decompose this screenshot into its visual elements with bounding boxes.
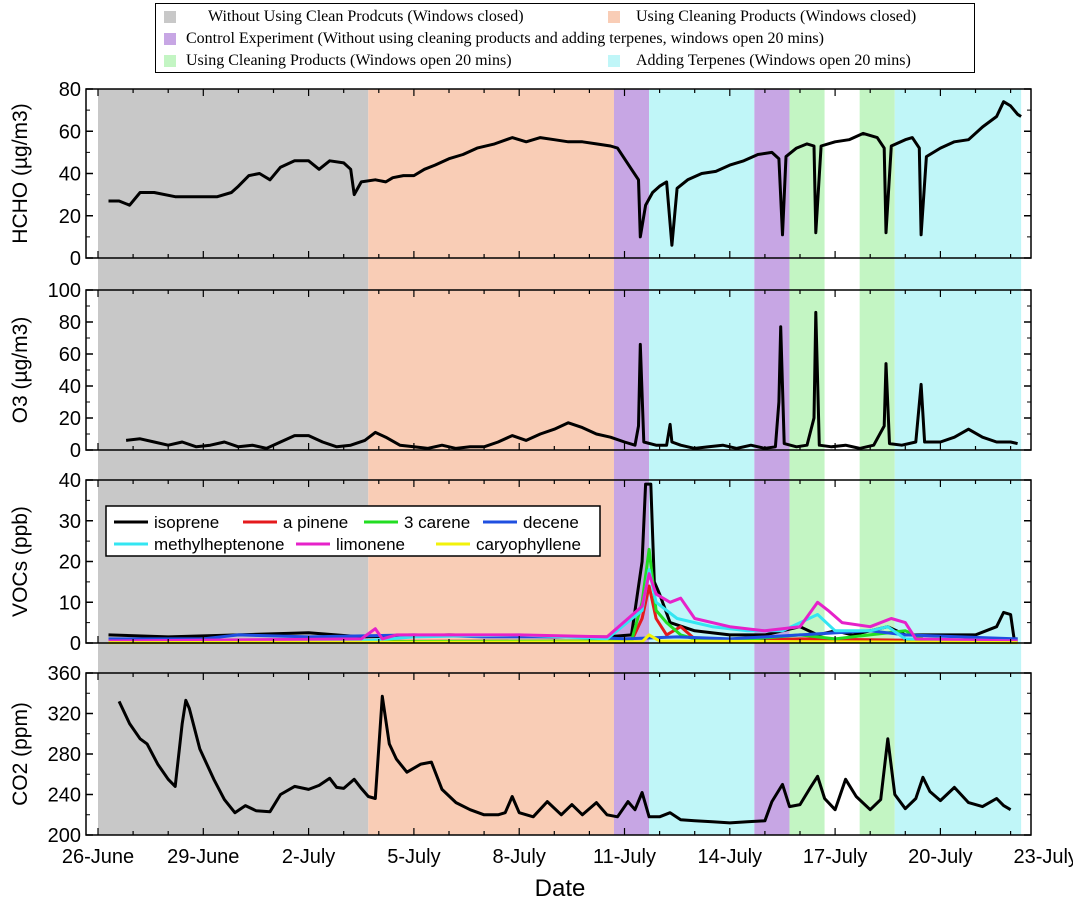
co2-ytick-label-0: 200	[48, 825, 81, 847]
o3-y-axis-title: O3 (µg/m3)	[9, 317, 32, 424]
period-label-without-cleaning: Without Using Clean Prodcuts (Windows cl…	[208, 8, 524, 25]
xtick-label-5: 11-July	[593, 846, 656, 868]
period-swatch-terpenes-open	[608, 55, 620, 67]
hcho-y-axis-title: HCHO (µg/m3)	[9, 103, 32, 243]
xtick-label-2: 2-July	[282, 846, 335, 868]
period-swatch-cleaning-open	[164, 55, 176, 67]
vocs-ytick-label-1: 10	[59, 592, 81, 614]
hcho-ytick-label-4: 80	[59, 79, 81, 101]
voc-legend-label-caryophyllene: caryophyllene	[476, 535, 581, 554]
voc-legend: isoprene a pinene 3 carene decene methylhept…	[105, 505, 601, 557]
period-swatch-without-cleaning	[164, 11, 176, 23]
co2-y-axis-title: CO2 (ppm)	[9, 702, 32, 806]
period-label-control: Control Experiment (Without using cleani…	[186, 30, 824, 47]
period-band-4	[649, 89, 755, 835]
o3-ytick-label-5: 100	[48, 280, 81, 302]
period-band-8	[894, 89, 1022, 835]
o3-ytick-label-1: 20	[59, 408, 81, 430]
period-shading-layer	[98, 89, 1022, 835]
vocs-y-axis-title: VOCs (ppb)	[9, 506, 32, 617]
xtick-label-8: 20-July	[908, 846, 972, 868]
o3-ytick-label-4: 80	[59, 312, 81, 334]
period-legend: Without Using Clean Prodcuts (Windows cl…	[155, 3, 975, 73]
period-label-cleaning-open: Using Cleaning Products (Windows open 20…	[186, 52, 512, 69]
hcho-series-line	[108, 100, 1022, 247]
xtick-label-0: 26-June	[62, 846, 134, 868]
o3-ytick-label-0: 0	[70, 440, 81, 462]
xtick-label-9: 23-July	[1013, 846, 1073, 868]
xtick-label-4: 8-July	[493, 846, 546, 868]
period-band-3	[613, 89, 650, 835]
xtick-label-1: 29-June	[167, 846, 239, 868]
co2-ytick-label-3: 320	[48, 704, 81, 726]
vocs-series-limonene	[108, 572, 1018, 643]
voc-legend-frame	[105, 505, 601, 557]
vocs-ytick-label-3: 30	[59, 511, 81, 533]
voc-legend-label-decene: decene	[523, 513, 579, 532]
xtick-label-7: 17-July	[803, 846, 867, 868]
voc-legend-label-3-carene: 3 carene	[404, 513, 470, 532]
x-axis-title: Date	[535, 875, 586, 902]
vocs-series-caryophyllene	[108, 633, 1018, 645]
xtick-label-6: 14-July	[698, 846, 762, 868]
hcho-ytick-label-2: 40	[59, 164, 81, 186]
period-band-2	[368, 89, 614, 835]
vocs-ytick-label-2: 20	[59, 552, 81, 574]
vocs-ytick-label-4: 40	[59, 470, 81, 492]
series-layer	[108, 100, 1022, 825]
xtick-label-3: 5-July	[387, 846, 440, 868]
hcho-ytick-label-1: 20	[59, 206, 81, 228]
co2-ytick-label-2: 280	[48, 744, 81, 766]
voc-legend-label-isoprene: isoprene	[154, 513, 219, 532]
period-label-cleaning-closed: Using Cleaning Products (Windows closed)	[636, 8, 917, 25]
voc-legend-label-a-pinene: a pinene	[283, 513, 348, 532]
o3-series-line	[125, 310, 1018, 450]
period-label-terpenes-open: Adding Terpenes (Windows open 20 mins)	[636, 52, 911, 69]
vocs-ytick-label-0: 0	[70, 633, 81, 655]
hcho-ytick-label-0: 0	[70, 248, 81, 270]
period-swatch-cleaning-closed	[608, 11, 620, 23]
period-band-6	[789, 89, 825, 835]
co2-ytick-label-1: 240	[48, 785, 81, 807]
vocs-series-a-pinene	[108, 584, 1018, 644]
voc-legend-label-methylheptenone: methylheptenone	[154, 535, 284, 554]
hcho-ytick-label-3: 60	[59, 121, 81, 143]
period-swatch-control	[164, 33, 176, 45]
period-band-7	[859, 89, 895, 835]
o3-ytick-label-2: 40	[59, 376, 81, 398]
period-band-1	[98, 89, 369, 835]
o3-ytick-label-3: 60	[59, 344, 81, 366]
co2-ytick-label-4: 360	[48, 663, 81, 685]
voc-legend-label-limonene: limonene	[336, 535, 405, 554]
co2-series-line	[117, 694, 1012, 825]
